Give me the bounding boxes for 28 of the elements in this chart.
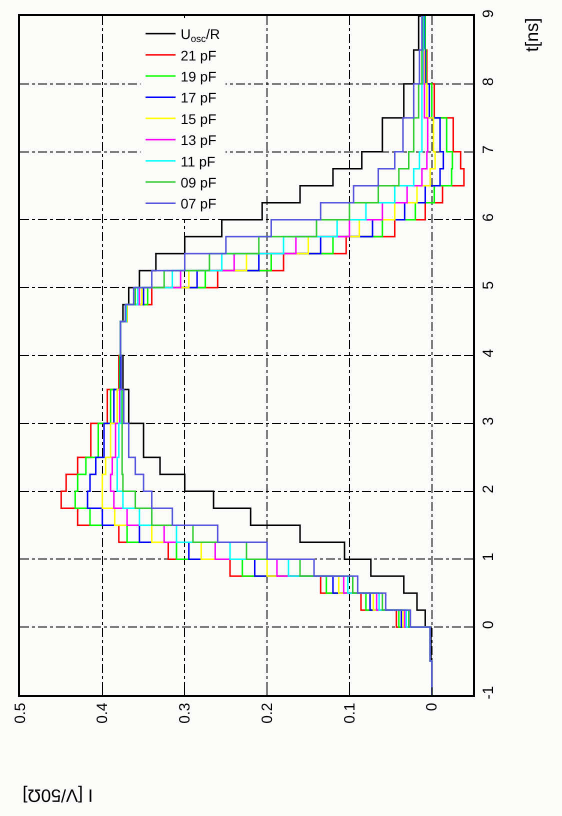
y-tick-label: 4	[480, 349, 497, 358]
legend-label: U$_{osc}$/R	[180, 26, 220, 46]
x-tick-label: 0.5	[12, 702, 29, 724]
legend-label: 21 pF	[180, 47, 216, 64]
y-tick-label: 9	[480, 10, 497, 18]
y-tick-label: 5	[480, 281, 497, 290]
x-tick-label: 0.4	[94, 702, 112, 724]
legend-label: 09 pF	[180, 174, 216, 190]
x-tick-label: 0.2	[258, 702, 276, 724]
y-tick-label: 0	[480, 620, 497, 630]
y-tick-label: 6	[480, 213, 497, 222]
legend-label: 11 pF	[180, 153, 216, 170]
y-tick-label: 3	[480, 416, 497, 426]
x-tick-label: 0.3	[176, 702, 194, 724]
x-tick-label: 0.1	[341, 702, 358, 724]
x-axis-title: I [V/50Ω]	[22, 786, 93, 806]
y-tick-label: -1	[480, 686, 497, 700]
y-tick-label: 8	[480, 77, 497, 86]
legend-label: 19 pF	[180, 68, 216, 84]
y-tick-label: 1	[480, 552, 497, 562]
legend-label: 13 pF	[180, 132, 216, 148]
legend-label: 15 pF	[180, 110, 216, 127]
x-tick-label: 0	[424, 702, 441, 712]
y-axis-title: t[ns]	[522, 18, 542, 52]
y-tick-label: 7	[480, 145, 497, 154]
legend-label: 07 pF	[180, 196, 216, 212]
legend-label: 17 pF	[180, 90, 216, 106]
y-tick-label: 2	[480, 484, 497, 494]
